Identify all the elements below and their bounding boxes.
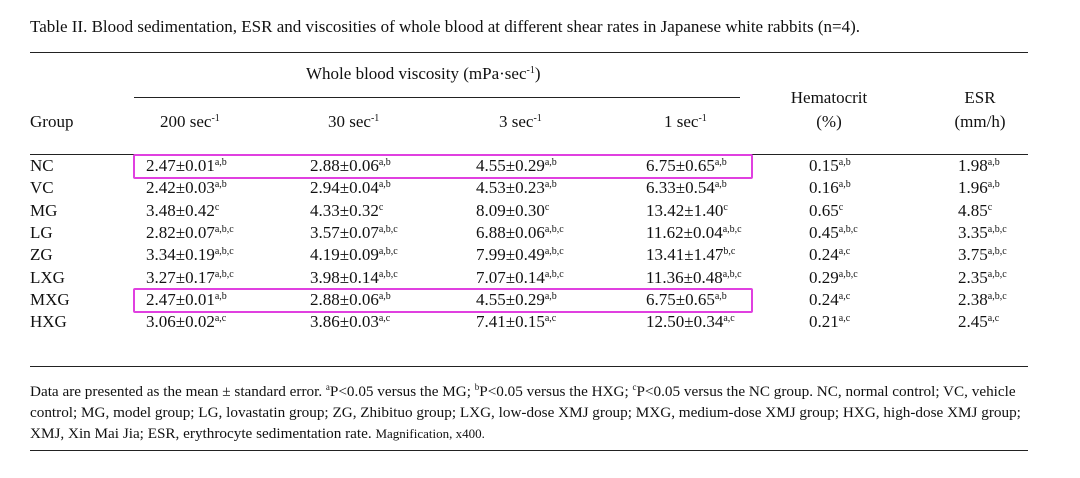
esr-header: ESR: [964, 88, 996, 107]
cell-visc-30: 2.88±0.06a,b: [310, 156, 391, 175]
rate-header-1: 1 sec-1: [664, 112, 707, 131]
cell-visc-30: 4.33±0.32c: [310, 200, 384, 220]
cell-visc-3: 6.88±0.06a,b,c: [476, 222, 564, 242]
rate-header-200: 200 sec-1: [160, 112, 220, 131]
cell-hematocrit: 0.24a,c: [809, 245, 851, 265]
cell-esr: 1.98a,b: [958, 156, 1000, 175]
footnote: Data are presented as the mean ± standar…: [30, 382, 1021, 443]
row-group-label: HXG: [30, 312, 67, 332]
cell-visc-200: 3.48±0.42c: [146, 200, 220, 220]
cell-visc-30: 4.19±0.09a,b,c: [310, 245, 398, 265]
cell-esr: 2.45a,c: [958, 312, 1000, 332]
table-caption: Table II. Blood sedimentation, ESR and v…: [30, 17, 861, 36]
bottom-rule: [30, 366, 1028, 367]
row-group-label: NC: [30, 156, 54, 175]
cell-visc-3: 7.07±0.14a,b,c: [476, 267, 564, 287]
cell-visc-30: 3.57±0.07a,b,c: [310, 222, 398, 242]
cell-visc-200: 3.06±0.02a,c: [146, 312, 227, 332]
cell-hematocrit: 0.15a,b: [809, 156, 851, 175]
row-group-label: ZG: [30, 245, 53, 265]
cell-visc-200: 2.47±0.01a,b: [146, 289, 227, 309]
cell-visc-1: 11.62±0.04a,b,c: [646, 222, 742, 242]
rate-header-3: 3 sec-1: [499, 112, 542, 131]
group-header: Group: [30, 112, 74, 131]
highlight-box: [133, 287, 753, 313]
cell-visc-1: 13.42±1.40c: [646, 200, 728, 220]
cell-visc-1: 6.75±0.65a,b: [646, 156, 727, 175]
hematocrit-unit: (%): [816, 112, 842, 131]
cell-hematocrit: 0.21a,c: [809, 312, 851, 332]
row-group-label: MG: [30, 200, 58, 220]
cell-hematocrit: 0.24a,c: [809, 289, 851, 309]
viscosity-span-header: Whole blood viscosity (mPa·sec-1): [306, 64, 541, 83]
cell-visc-200: 3.34±0.19a,b,c: [146, 245, 234, 265]
cell-visc-30: 3.86±0.03a,c: [310, 312, 391, 332]
cell-esr: 3.75a,b,c: [958, 245, 1007, 265]
cell-hematocrit: 0.45a,b,c: [809, 222, 858, 242]
cell-visc-200: 2.82±0.07a,b,c: [146, 222, 234, 242]
cell-hematocrit: 0.16a,b: [809, 178, 851, 198]
esr-unit: (mm/h): [954, 112, 1006, 131]
cell-esr: 2.35a,b,c: [958, 267, 1007, 287]
cell-visc-200: 3.27±0.17a,b,c: [146, 267, 234, 287]
cell-visc-3: 4.53±0.23a,b: [476, 178, 557, 198]
cell-hematocrit: 0.65c: [809, 200, 844, 220]
cell-esr: 3.35a,b,c: [958, 222, 1007, 242]
cell-visc-1: 12.50±0.34a,c: [646, 312, 735, 332]
cell-visc-200: 2.42±0.03a,b: [146, 178, 227, 198]
cell-visc-200: 2.47±0.01a,b: [146, 156, 227, 175]
span-rule: [134, 97, 740, 98]
cell-visc-1: 6.75±0.65a,b: [646, 289, 727, 309]
row-group-label: LXG: [30, 267, 65, 287]
row-group-label: LG: [30, 222, 53, 242]
top-rule: [30, 52, 1028, 53]
cell-visc-1: 11.36±0.48a,b,c: [646, 267, 742, 287]
cell-visc-3: 8.09±0.30c: [476, 200, 550, 220]
cell-visc-30: 2.88±0.06a,b: [310, 289, 391, 309]
cell-visc-30: 3.98±0.14a,b,c: [310, 267, 398, 287]
cell-visc-3: 4.55±0.29a,b: [476, 289, 557, 309]
highlight-box: [133, 154, 753, 179]
cell-visc-3: 4.55±0.29a,b: [476, 156, 557, 175]
row-group-label: VC: [30, 178, 54, 198]
rate-header-30: 30 sec-1: [328, 112, 380, 131]
cell-esr: 1.96a,b: [958, 178, 1000, 198]
footer-rule: [30, 450, 1028, 451]
cell-esr: 2.38a,b,c: [958, 289, 1007, 309]
cell-visc-1: 6.33±0.54a,b: [646, 178, 727, 198]
cell-visc-3: 7.41±0.15a,c: [476, 312, 557, 332]
cell-visc-3: 7.99±0.49a,b,c: [476, 245, 564, 265]
row-group-label: MXG: [30, 289, 70, 309]
cell-esr: 4.85c: [958, 200, 993, 220]
hematocrit-header: Hematocrit: [790, 88, 868, 107]
cell-visc-30: 2.94±0.04a,b: [310, 178, 391, 198]
cell-visc-1: 13.41±1.47b,c: [646, 245, 736, 265]
cell-hematocrit: 0.29a,b,c: [809, 267, 858, 287]
